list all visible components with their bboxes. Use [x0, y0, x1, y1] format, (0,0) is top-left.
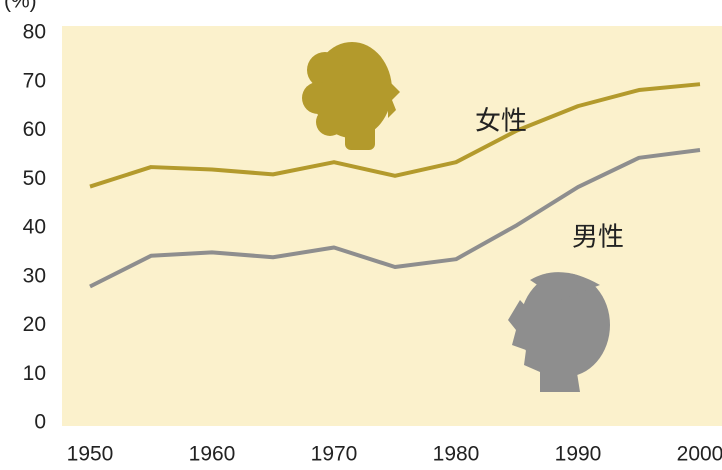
y-tick-label: 0: [34, 411, 46, 434]
x-tick-label: 1970: [311, 443, 358, 466]
y-tick-label: 30: [23, 264, 46, 287]
x-tick-label: 2000: [677, 443, 722, 466]
female-silhouette: [302, 42, 400, 150]
series-line: [89, 82, 701, 189]
y-tick-label: 20: [23, 313, 46, 336]
series-line: [89, 148, 701, 289]
series-label: 女性: [475, 107, 527, 137]
y-tick-label: 50: [23, 167, 46, 190]
y-tick-label: 70: [23, 69, 46, 92]
male-silhouette: [508, 272, 610, 392]
x-tick-label: 1960: [189, 443, 236, 466]
x-tick-label: 1990: [555, 443, 602, 466]
series-label: 男性: [572, 223, 624, 253]
y-tick-label: 80: [23, 21, 46, 44]
y-axis-label: (%): [4, 0, 37, 13]
y-tick-label: 60: [23, 118, 46, 141]
y-tick-label: 10: [23, 362, 46, 385]
x-tick-label: 1950: [67, 443, 114, 466]
x-tick-label: 1980: [433, 443, 480, 466]
y-tick-label: 40: [23, 216, 46, 239]
